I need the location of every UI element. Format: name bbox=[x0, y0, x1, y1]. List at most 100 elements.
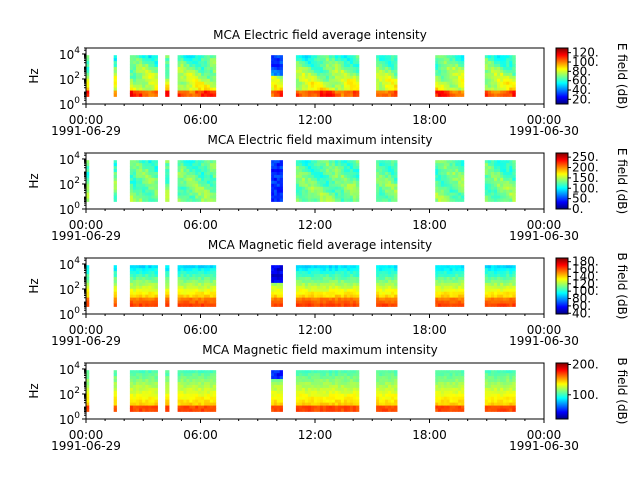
spectrogram-cell bbox=[391, 379, 395, 383]
spectrogram-cell bbox=[132, 387, 137, 392]
spectrogram-cell bbox=[343, 279, 348, 284]
spectrogram-cell bbox=[307, 396, 312, 401]
colorbar-swatch bbox=[556, 53, 568, 55]
spectrogram-cell bbox=[165, 186, 170, 191]
spectrogram-cell bbox=[151, 81, 155, 86]
spectrogram-cell bbox=[509, 285, 513, 290]
spectrogram-cell bbox=[204, 297, 208, 301]
spectrogram-cell bbox=[129, 291, 134, 296]
spectrogram-cell bbox=[446, 174, 450, 179]
spectrogram-cell bbox=[458, 186, 462, 191]
spectrogram-cell bbox=[139, 399, 143, 404]
spectrogram-cell bbox=[86, 297, 90, 301]
spectrogram-cell bbox=[142, 160, 146, 164]
spectrogram-cell bbox=[379, 408, 383, 412]
spectrogram-cell bbox=[276, 376, 281, 380]
spectrogram-cell bbox=[142, 90, 146, 94]
spectrogram-cell bbox=[298, 291, 303, 296]
spectrogram-cell bbox=[394, 195, 398, 199]
spectrogram-cell bbox=[484, 189, 489, 194]
spectrogram-cell bbox=[506, 285, 510, 290]
spectrogram-cell bbox=[394, 163, 398, 167]
spectrogram-cell bbox=[204, 408, 208, 412]
spectrogram-cell bbox=[503, 183, 507, 188]
colorbar-swatch bbox=[556, 380, 568, 382]
spectrogram-cell bbox=[113, 81, 117, 86]
spectrogram-cell bbox=[142, 186, 146, 191]
spectrogram-cell bbox=[487, 387, 492, 392]
spectrogram-cell bbox=[206, 189, 211, 194]
spectrogram-cell bbox=[195, 300, 199, 304]
spectrogram-cell bbox=[271, 64, 275, 68]
spectrogram-cell bbox=[151, 300, 155, 304]
spectrogram-cell bbox=[189, 180, 193, 185]
spectrogram-cell bbox=[452, 81, 456, 86]
spectrogram-cell bbox=[165, 87, 170, 91]
spectrogram-cell bbox=[331, 405, 336, 409]
colorbar-tick-label: 80. bbox=[572, 64, 591, 78]
spectrogram-cell bbox=[446, 384, 450, 389]
spectrogram-cell bbox=[352, 192, 357, 196]
spectrogram-cell bbox=[340, 186, 345, 191]
spectrogram-cell bbox=[458, 84, 462, 89]
spectrogram-cell bbox=[376, 282, 380, 287]
spectrogram-cell bbox=[279, 297, 283, 301]
colorbar-tick-label: 100. bbox=[572, 284, 599, 298]
spectrogram-cell bbox=[334, 405, 339, 409]
spectrogram-cell bbox=[307, 271, 312, 275]
spectrogram-cell bbox=[337, 271, 342, 275]
spectrogram-cell bbox=[435, 163, 439, 167]
spectrogram-cell bbox=[195, 160, 199, 164]
spectrogram-cell bbox=[180, 180, 184, 185]
spectrogram-cell bbox=[139, 69, 143, 74]
spectrogram-cell bbox=[189, 387, 193, 392]
colorbar-swatch bbox=[556, 400, 568, 402]
spectrogram-cell bbox=[490, 189, 495, 194]
spectrogram-cell bbox=[165, 271, 170, 275]
spectrogram-cell bbox=[438, 390, 442, 395]
spectrogram-cell bbox=[204, 174, 208, 179]
spectrogram-cell bbox=[313, 195, 318, 199]
spectrogram-cell bbox=[195, 186, 199, 191]
spectrogram-cell bbox=[195, 384, 199, 389]
spectrogram-cell bbox=[452, 396, 456, 401]
spectrogram-cell bbox=[460, 189, 465, 194]
spectrogram-cell bbox=[209, 265, 214, 269]
spectrogram-cell bbox=[298, 72, 303, 77]
spectrogram-cell bbox=[298, 64, 303, 68]
spectrogram-cell bbox=[382, 297, 386, 301]
spectrogram-cell bbox=[298, 268, 303, 272]
spectrogram-cell bbox=[331, 84, 336, 89]
spectrogram-cell bbox=[307, 276, 312, 281]
spectrogram-cell bbox=[376, 163, 380, 167]
spectrogram-cell bbox=[382, 69, 386, 74]
spectrogram-cell bbox=[443, 408, 448, 412]
spectrogram-cell bbox=[192, 177, 196, 182]
spectrogram-cell bbox=[319, 174, 324, 179]
spectrogram-cell bbox=[195, 66, 199, 71]
spectrogram-cell bbox=[142, 192, 146, 196]
spectrogram-cell bbox=[349, 87, 354, 91]
colorbar-swatch bbox=[556, 290, 568, 292]
spectrogram-cell bbox=[490, 78, 495, 83]
spectrogram-cell bbox=[484, 396, 489, 401]
spectrogram-cell bbox=[154, 384, 158, 389]
x-date-start: 1991-06-29 bbox=[51, 439, 121, 453]
spectrogram-cell bbox=[355, 169, 360, 173]
spectrogram-cell bbox=[503, 163, 507, 167]
spectrogram-cell bbox=[440, 174, 445, 179]
spectrogram-cell bbox=[379, 393, 383, 398]
spectrogram-cell bbox=[484, 282, 489, 287]
spectrogram-cell bbox=[295, 166, 300, 170]
spectrogram-cell bbox=[382, 163, 386, 167]
spectrogram-cell bbox=[142, 55, 146, 59]
spectrogram-cell bbox=[379, 276, 383, 281]
spectrogram-cell bbox=[388, 303, 392, 307]
spectrogram-cell bbox=[136, 166, 140, 170]
spectrogram-cell bbox=[512, 288, 516, 293]
spectrogram-cell bbox=[438, 384, 442, 389]
spectrogram-cell bbox=[322, 282, 327, 287]
spectrogram-cell bbox=[388, 294, 392, 299]
spectrogram-cell bbox=[319, 370, 324, 374]
colorbar-swatch bbox=[556, 204, 568, 206]
